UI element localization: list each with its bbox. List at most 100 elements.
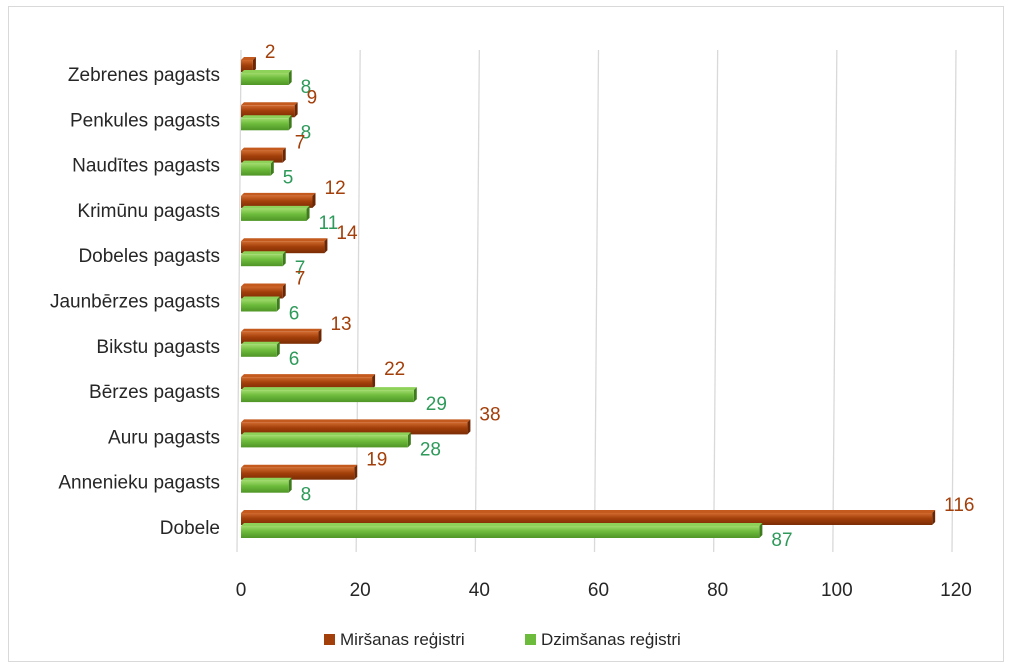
bar-side-face	[276, 296, 280, 312]
bar	[241, 467, 355, 480]
data-label: 22	[384, 359, 405, 380]
category-label: Annenieku pagasts	[58, 473, 220, 494]
legend-swatch	[324, 634, 335, 645]
x-tick-label: 120	[940, 580, 972, 601]
bars	[241, 57, 936, 538]
bar-top-face	[241, 419, 471, 423]
bar-side-face	[306, 205, 310, 221]
category-label: Naudītes pagasts	[72, 156, 220, 177]
bar	[241, 118, 289, 131]
data-label: 2	[265, 42, 276, 63]
bar-top-face	[241, 147, 286, 151]
bar-side-face	[759, 523, 763, 538]
bar-top-face	[241, 477, 292, 481]
data-label: 5	[283, 168, 294, 189]
bar	[241, 526, 760, 538]
category-label: Dobele	[160, 518, 220, 539]
gridline	[951, 49, 957, 553]
bar-side-face	[407, 432, 411, 448]
bar	[241, 105, 295, 118]
data-label: 7	[295, 133, 306, 154]
bar-side-face	[282, 251, 286, 267]
bar-side-face	[932, 510, 936, 525]
data-label: 13	[330, 314, 351, 335]
bar	[241, 286, 283, 299]
bar-top-face	[241, 341, 280, 345]
bar-side-face	[372, 374, 376, 390]
bar-top-face	[241, 192, 316, 196]
category-labels: Zebrenes pagasts Penkules pagasts Naudītes…	[50, 65, 220, 539]
data-label: 8	[301, 485, 312, 506]
bar	[241, 377, 373, 390]
legend-swatch	[525, 634, 536, 645]
gridline	[593, 49, 600, 553]
bar-top-face	[241, 283, 286, 287]
bar	[241, 513, 933, 525]
bar-top-face	[241, 432, 411, 436]
bar-top-face	[241, 205, 310, 209]
bar-side-face	[318, 328, 322, 344]
bar-top-face	[241, 374, 376, 378]
category-label: Dobeles pagasts	[78, 246, 220, 267]
bar	[241, 150, 283, 163]
bar-side-face	[282, 147, 286, 163]
category-label: Bērzes pagasts	[89, 382, 220, 403]
bar-side-face	[413, 387, 417, 403]
legend-label: Miršanas reģistri	[340, 630, 465, 649]
x-tick-label: 40	[469, 580, 490, 601]
category-label: Bikstu pagasts	[96, 337, 220, 358]
bar	[241, 195, 313, 208]
bar	[241, 208, 307, 221]
bar-top-face	[241, 70, 292, 73]
gridline	[713, 49, 719, 553]
bar	[241, 254, 283, 267]
bar	[241, 163, 271, 176]
bar-side-face	[354, 464, 358, 480]
category-label: Auru pagasts	[108, 427, 220, 448]
category-label: Krimūnu pagasts	[77, 201, 220, 222]
bar	[241, 390, 414, 403]
data-label: 9	[307, 87, 318, 108]
bar-side-face	[282, 283, 286, 299]
bar-top-face	[241, 296, 280, 300]
gridline	[832, 49, 838, 553]
data-label: 8	[301, 77, 312, 98]
data-label: 7	[295, 258, 306, 279]
data-label: 8	[301, 122, 312, 143]
x-tick-labels: 0 20 40 60 80 100 120	[236, 580, 972, 601]
data-label: 87	[771, 530, 792, 551]
bar-top-face	[241, 238, 328, 242]
bar-top-face	[241, 464, 358, 468]
bar-side-face	[276, 341, 280, 357]
x-tick-label: 80	[707, 580, 728, 601]
category-label: Zebrenes pagasts	[68, 65, 220, 86]
legend-label: Dzimšanas reģistri	[541, 630, 681, 649]
data-label: 19	[366, 450, 387, 471]
data-label: 7	[295, 269, 306, 290]
bar-side-face	[467, 419, 471, 435]
bar	[241, 299, 277, 312]
x-tick-label: 100	[821, 580, 853, 601]
bar-side-face	[288, 115, 292, 131]
bar-side-face	[324, 238, 328, 254]
bar-side-face	[288, 477, 292, 493]
data-label: 11	[319, 213, 339, 234]
data-label: 38	[479, 404, 500, 425]
bar-side-face	[294, 102, 298, 118]
data-label: 6	[289, 349, 300, 370]
category-label: Penkules pagasts	[70, 110, 220, 131]
chart-frame	[8, 6, 1004, 662]
data-label: 29	[426, 394, 447, 415]
bar	[241, 480, 289, 493]
bar	[241, 73, 289, 85]
bar-side-face	[312, 192, 316, 208]
bar-top-face	[241, 387, 417, 391]
bar-top-face	[241, 510, 936, 513]
bar-top-face	[241, 160, 274, 164]
data-label: 6	[289, 304, 300, 325]
bar	[241, 422, 468, 435]
bar	[241, 241, 325, 254]
x-tick-label: 20	[350, 580, 371, 601]
